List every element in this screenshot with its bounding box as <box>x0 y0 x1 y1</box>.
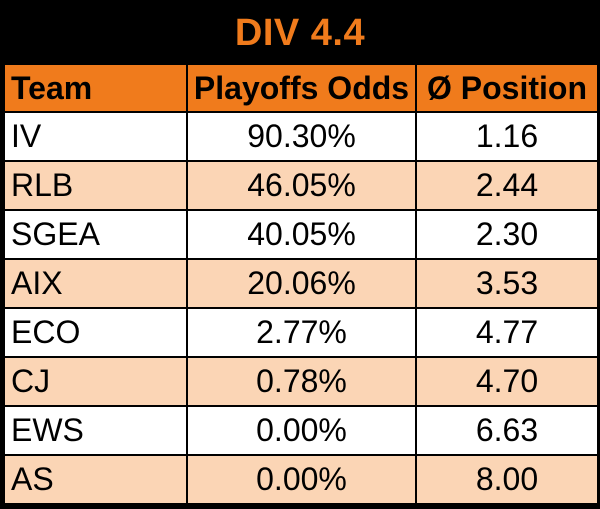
avg-position-cell: 2.30 <box>415 209 599 260</box>
avg-position-cell: 3.53 <box>415 258 599 309</box>
column-header-team: Team <box>3 63 188 113</box>
table-row: CJ 0.78% 4.70 <box>3 356 599 407</box>
column-header-avg-position: Ø Position <box>415 63 599 113</box>
playoffs-odds-cell: 0.00% <box>186 454 417 505</box>
table-row: AIX 20.06% 3.53 <box>3 258 599 309</box>
standings-table: Team Playoffs Odds Ø Position IV 90.30% … <box>3 63 599 505</box>
table-row: ECO 2.77% 4.77 <box>3 307 599 358</box>
playoffs-odds-cell: 90.30% <box>186 111 417 162</box>
team-cell: EWS <box>3 405 188 456</box>
team-cell: AS <box>3 454 188 505</box>
team-cell: SGEA <box>3 209 188 260</box>
table-row: SGEA 40.05% 2.30 <box>3 209 599 260</box>
avg-position-cell: 8.00 <box>415 454 599 505</box>
playoffs-odds-cell: 40.05% <box>186 209 417 260</box>
division-title: DIV 4.4 <box>3 3 597 63</box>
team-cell: ECO <box>3 307 188 358</box>
team-cell: RLB <box>3 160 188 211</box>
playoffs-odds-cell: 0.78% <box>186 356 417 407</box>
playoffs-odds-cell: 2.77% <box>186 307 417 358</box>
avg-position-cell: 4.77 <box>415 307 599 358</box>
table-header-row: Team Playoffs Odds Ø Position <box>3 63 599 113</box>
table-row: RLB 46.05% 2.44 <box>3 160 599 211</box>
avg-position-cell: 6.63 <box>415 405 599 456</box>
playoffs-odds-cell: 20.06% <box>186 258 417 309</box>
avg-position-cell: 2.44 <box>415 160 599 211</box>
avg-position-cell: 4.70 <box>415 356 599 407</box>
team-cell: CJ <box>3 356 188 407</box>
team-cell: AIX <box>3 258 188 309</box>
table-row: EWS 0.00% 6.63 <box>3 405 599 456</box>
table-row: AS 0.00% 8.00 <box>3 454 599 505</box>
playoffs-odds-cell: 0.00% <box>186 405 417 456</box>
playoffs-odds-cell: 46.05% <box>186 160 417 211</box>
table-row: IV 90.30% 1.16 <box>3 111 599 162</box>
column-header-playoffs-odds: Playoffs Odds <box>186 63 417 113</box>
team-cell: IV <box>3 111 188 162</box>
avg-position-cell: 1.16 <box>415 111 599 162</box>
